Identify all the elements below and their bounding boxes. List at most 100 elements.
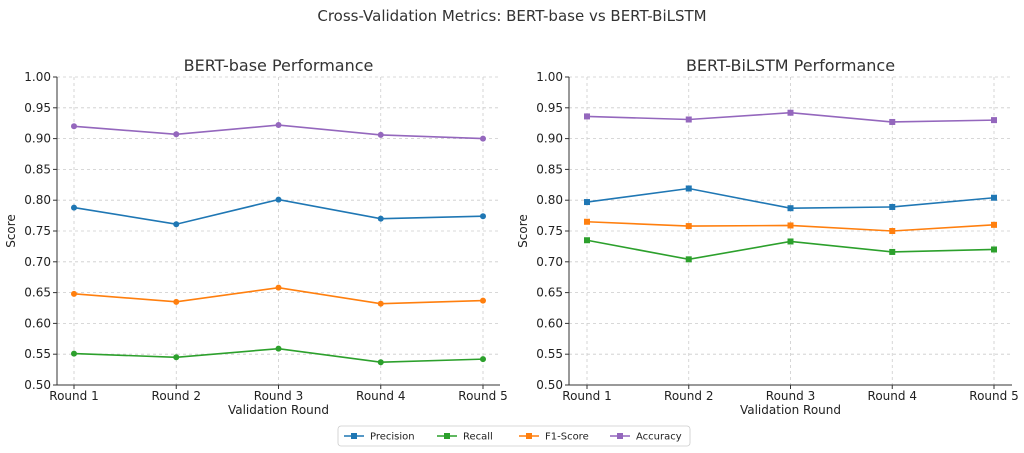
data-point (480, 135, 486, 142)
data-point (71, 123, 77, 130)
data-point (787, 222, 794, 229)
y-tick-label: 0.75 (24, 224, 51, 238)
data-point (275, 122, 282, 129)
data-point (584, 199, 590, 206)
data-point (889, 228, 896, 234)
data-point (787, 109, 794, 116)
x-axis-label: Validation Round (740, 403, 841, 417)
data-point (377, 215, 384, 222)
x-tick-label: Round 2 (664, 389, 713, 403)
data-point (889, 203, 896, 210)
y-tick-label: 0.60 (536, 316, 563, 330)
x-tick-label: Round 2 (152, 389, 201, 403)
legend-swatch-marker (617, 433, 623, 439)
series-accuracy (71, 122, 486, 142)
y-tick-label: 0.60 (24, 316, 51, 330)
y-tick-label: 0.85 (24, 162, 51, 176)
data-point (377, 300, 384, 307)
y-tick-label: 0.95 (24, 101, 51, 115)
legend-label: Accuracy (636, 432, 682, 443)
y-tick-label: 0.50 (24, 378, 51, 392)
data-point (173, 354, 180, 361)
y-tick-label: 0.85 (536, 162, 563, 176)
data-point (275, 345, 282, 352)
legend-swatch-marker (526, 433, 532, 439)
x-tick-label: Round 1 (49, 389, 98, 403)
legend-label: Recall (463, 432, 493, 443)
legend-item-recall: Recall (437, 432, 493, 443)
data-point (991, 246, 997, 253)
data-point (275, 196, 282, 203)
x-tick-label: Round 3 (766, 389, 815, 403)
x-tick-label: Round 5 (458, 389, 507, 403)
y-axis-label: Score (516, 214, 530, 248)
y-tick-label: 0.65 (24, 286, 51, 300)
data-point (991, 221, 997, 228)
x-tick-label: Round 3 (254, 389, 303, 403)
data-point (991, 117, 997, 124)
chart-panel-2: 0.50 0.55 0.60 0.65 0.70 0.75 0.80 0.85 0.90 0.95… (516, 56, 1019, 417)
data-point (584, 218, 590, 225)
data-point (991, 194, 997, 201)
series-precision (71, 196, 486, 228)
chart-title: BERT-BiLSTM Performance (686, 56, 895, 75)
x-tick-label: Round 5 (969, 389, 1018, 403)
series-accuracy (584, 109, 997, 125)
legend-swatch-marker (444, 433, 450, 439)
data-point (685, 185, 692, 192)
series-f1-score (584, 218, 997, 234)
legend-frame (337, 425, 691, 447)
data-point (480, 356, 486, 363)
legend-item-f1-score: F1-Score (519, 432, 589, 443)
data-point (685, 256, 692, 263)
data-point (71, 204, 77, 211)
x-tick-label: Round 1 (562, 389, 611, 403)
data-point (480, 213, 486, 220)
data-point (787, 238, 794, 245)
y-tick-label: 1.00 (24, 70, 51, 84)
y-tick-label: 0.80 (536, 193, 563, 207)
data-point (889, 248, 896, 255)
data-point (480, 297, 486, 304)
y-tick-label: 0.55 (536, 347, 563, 361)
series-recall (71, 345, 486, 366)
series-recall (584, 237, 997, 263)
y-tick-label: 0.90 (536, 132, 563, 146)
x-axis-label: Validation Round (228, 403, 329, 417)
y-tick-label: 0.75 (536, 224, 563, 238)
legend: Precision Recall F1-Score Accuracy (337, 425, 691, 447)
x-tick-label: Round 4 (868, 389, 917, 403)
data-point (71, 290, 77, 297)
y-tick-label: 0.55 (24, 347, 51, 361)
legend-label: F1-Score (545, 432, 589, 443)
data-point (584, 113, 590, 120)
y-tick-label: 0.95 (536, 101, 563, 115)
data-point (889, 118, 896, 125)
y-axis-label: Score (4, 214, 18, 248)
y-tick-label: 0.70 (536, 255, 563, 269)
data-point (173, 221, 180, 228)
y-tick-label: 1.00 (536, 70, 563, 84)
data-point (685, 116, 692, 123)
data-point (377, 131, 384, 138)
series-f1-score (71, 284, 486, 307)
data-point (71, 350, 77, 357)
data-point (275, 284, 282, 291)
series-precision (584, 185, 997, 212)
data-point (685, 223, 692, 230)
data-point (173, 131, 180, 138)
chart-panels: 0.50 0.55 0.60 0.65 0.70 0.75 0.80 0.85 0.90 0.95… (4, 56, 1019, 417)
x-tick-label: Round 4 (356, 389, 405, 403)
data-point (377, 359, 384, 366)
legend-swatch-marker (351, 433, 357, 439)
y-tick-label: 0.65 (536, 286, 563, 300)
y-tick-label: 0.90 (24, 132, 51, 146)
y-tick-label: 0.50 (536, 378, 563, 392)
figure-title: Cross-Validation Metrics: BERT-base vs B… (317, 7, 706, 25)
chart-panel-1: 0.50 0.55 0.60 0.65 0.70 0.75 0.80 0.85 0.90 0.95… (4, 56, 508, 417)
chart-title: BERT-base Performance (184, 56, 374, 75)
data-point (173, 298, 180, 305)
legend-item-precision: Precision (344, 432, 415, 443)
